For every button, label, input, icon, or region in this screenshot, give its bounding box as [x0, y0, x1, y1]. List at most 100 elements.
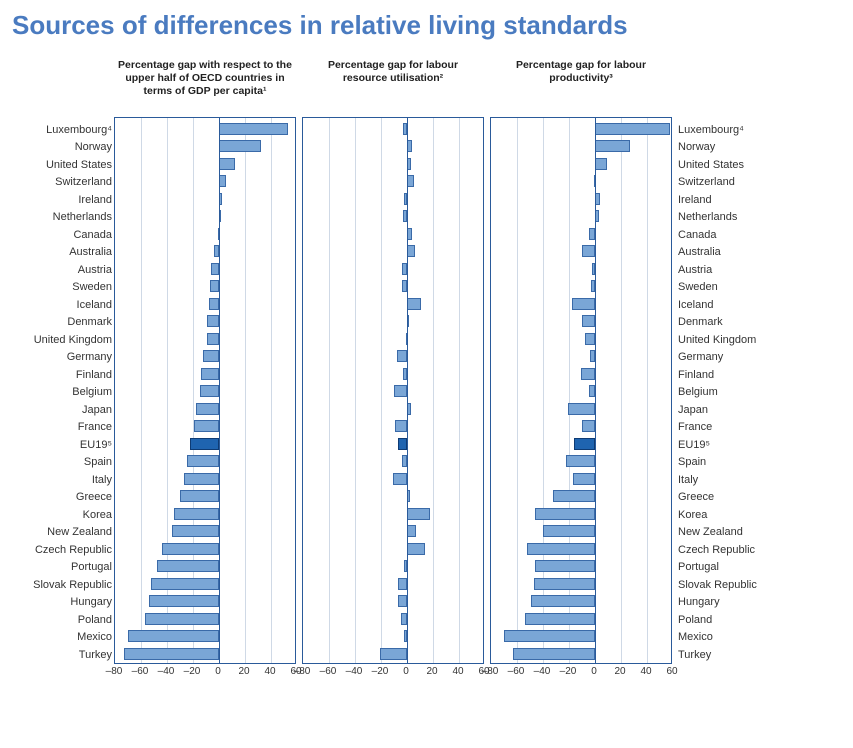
country-label: Austria — [678, 261, 780, 279]
bar — [209, 298, 219, 310]
bar — [128, 630, 219, 642]
country-label: Switzerland — [678, 174, 780, 192]
bar — [162, 543, 219, 555]
axis-tick: –40 — [534, 666, 551, 677]
bar — [211, 263, 219, 275]
country-label: United Kingdom — [678, 331, 780, 349]
bar — [595, 158, 607, 170]
panel-title: Percentage gap with respect to the upper… — [114, 59, 296, 117]
grid-line — [141, 118, 142, 663]
country-label: Germany — [8, 349, 112, 367]
panel-title: Percentage gap for labour resource utili… — [302, 59, 484, 117]
bar — [157, 560, 219, 572]
zero-line — [595, 118, 596, 663]
bar — [196, 403, 219, 415]
bar — [398, 595, 407, 607]
axis-tick: –20 — [560, 666, 577, 677]
bar — [581, 368, 595, 380]
bar — [582, 315, 595, 327]
bar — [504, 630, 595, 642]
bar — [210, 280, 219, 292]
axis-tick: 60 — [666, 666, 677, 677]
axis-tick: –60 — [132, 666, 149, 677]
country-label: United States — [678, 156, 780, 174]
axis-tick: 40 — [264, 666, 275, 677]
bar — [574, 438, 595, 450]
country-label: Ireland — [678, 191, 780, 209]
country-label: Denmark — [8, 314, 112, 332]
bar — [172, 525, 219, 537]
grid-line — [355, 118, 356, 663]
axis-tick: –80 — [294, 666, 311, 677]
x-axis: –80–60–40–200204060 — [114, 664, 296, 680]
bar — [566, 455, 595, 467]
country-label: Portugal — [8, 559, 112, 577]
bar — [219, 158, 235, 170]
country-label: Canada — [678, 226, 780, 244]
country-label: Mexico — [678, 629, 780, 647]
plot-area — [302, 117, 484, 664]
bar — [219, 140, 261, 152]
country-label: New Zealand — [8, 524, 112, 542]
bar — [393, 473, 407, 485]
grid-line — [245, 118, 246, 663]
country-label: Sweden — [8, 279, 112, 297]
x-axis: –80–60–40–200204060 — [490, 664, 672, 680]
bar — [534, 578, 595, 590]
axis-tick: –20 — [372, 666, 389, 677]
country-label: Italy — [8, 471, 112, 489]
country-label: Netherlands — [678, 209, 780, 227]
country-label: Finland — [8, 366, 112, 384]
axis-tick: 20 — [426, 666, 437, 677]
bar — [380, 648, 407, 660]
axis-tick: –40 — [346, 666, 363, 677]
bar — [585, 333, 595, 345]
country-label: Netherlands — [8, 209, 112, 227]
country-label: Czech Republic — [8, 541, 112, 559]
grid-line — [517, 118, 518, 663]
bar — [582, 245, 595, 257]
country-label: EU19⁵ — [8, 436, 112, 454]
country-label: Italy — [678, 471, 780, 489]
bar — [394, 385, 407, 397]
bar — [174, 508, 220, 520]
bar — [572, 298, 595, 310]
bar — [407, 298, 421, 310]
country-labels-left: Luxembourg⁴NorwayUnited StatesSwitzerlan… — [8, 59, 114, 664]
country-label: Norway — [8, 139, 112, 157]
axis-tick: 0 — [403, 666, 409, 677]
bar — [395, 420, 407, 432]
country-label: Slovak Republic — [678, 576, 780, 594]
grid-line — [271, 118, 272, 663]
country-label: France — [678, 419, 780, 437]
bar — [187, 455, 220, 467]
country-label: Finland — [678, 366, 780, 384]
bar — [595, 140, 630, 152]
country-label: Australia — [8, 244, 112, 262]
bar — [397, 350, 407, 362]
axis-tick: –60 — [320, 666, 337, 677]
bar — [194, 420, 219, 432]
axis-tick: 0 — [591, 666, 597, 677]
panel: Percentage gap for labour productivity³ –… — [490, 59, 672, 680]
bar — [525, 613, 595, 625]
axis-tick: 40 — [452, 666, 463, 677]
panel-title: Percentage gap for labour productivity³ — [490, 59, 672, 117]
country-label: Ireland — [8, 191, 112, 209]
plot-area — [114, 117, 296, 664]
country-label: Luxembourg⁴ — [8, 121, 112, 139]
bar — [543, 525, 595, 537]
country-label: Sweden — [678, 279, 780, 297]
country-label: Hungary — [8, 594, 112, 612]
country-label: Mexico — [8, 629, 112, 647]
bar — [203, 350, 219, 362]
axis-tick: –20 — [184, 666, 201, 677]
bar — [124, 648, 219, 660]
axis-tick: –80 — [482, 666, 499, 677]
country-label: Belgium — [8, 384, 112, 402]
country-label: Luxembourg⁴ — [678, 121, 780, 139]
bar — [568, 403, 595, 415]
plot-area — [490, 117, 672, 664]
country-labels-right: Luxembourg⁴NorwayUnited StatesSwitzerlan… — [672, 59, 780, 664]
axis-tick: –40 — [158, 666, 175, 677]
